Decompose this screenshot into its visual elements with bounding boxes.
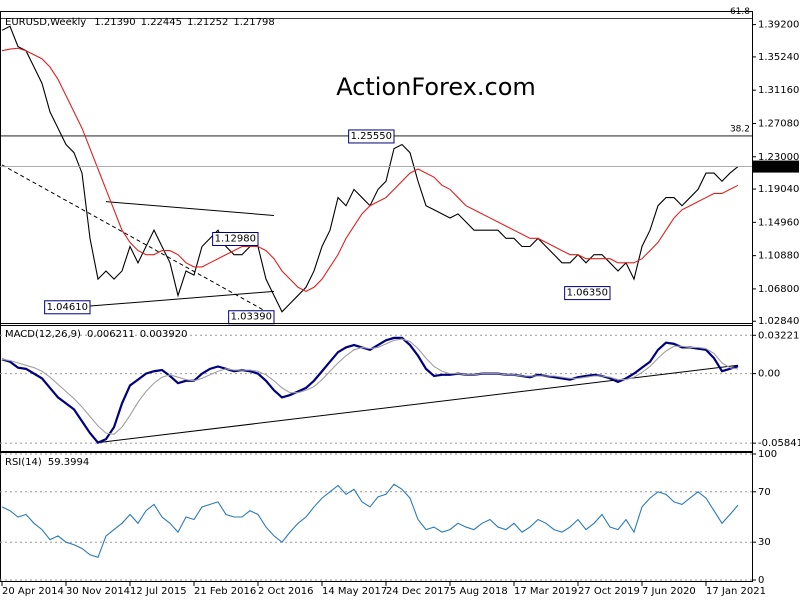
panel-frame [0, 451, 753, 582]
x-tick-label: 2 Oct 2016 [258, 586, 313, 597]
y-tick-label: 1.02840 [758, 316, 799, 327]
watermark: ActionForex.com [336, 73, 536, 101]
y-tick-label: 70 [758, 487, 771, 498]
trendline [105, 201, 275, 216]
ohlc-value: 1.22445 [141, 17, 182, 28]
y-tick-label: 1.10880 [758, 251, 799, 262]
x-tick-label: 12 Jul 2015 [130, 586, 187, 597]
x-tick-label: 24 Dec 2017 [386, 586, 450, 597]
y-tick-label: 1.23000 [758, 152, 799, 163]
price-annotation: 1.03390 [231, 312, 272, 323]
x-tick-label: 30 Nov 2014 [66, 586, 130, 597]
y-tick-label: 0.032215 [758, 330, 800, 341]
y-tick-label: 1.14960 [758, 217, 799, 228]
indicator-value: 0.006211 [87, 329, 135, 340]
current-price-tag [753, 160, 799, 173]
ohlc-value: 1.21252 [187, 17, 228, 28]
y-tick-label: 0.00 [758, 369, 780, 380]
y-tick-label: 30 [758, 537, 771, 548]
panel-title: RSI(14) [5, 457, 42, 468]
panel-title: MACD(12,26,9) [5, 329, 81, 340]
x-tick-label: 20 Apr 2014 [2, 586, 64, 597]
indicator-value: 59.3994 [48, 457, 89, 468]
panel-title: EURUSD,Weekly [5, 17, 86, 28]
y-tick-label: 1.27080 [758, 118, 799, 129]
series-line [1, 47, 739, 292]
series-line [1, 336, 739, 445]
y-tick-label: 1.35240 [758, 52, 799, 63]
x-tick-label: 7 Jun 2020 [642, 586, 696, 597]
x-tick-label: 27 Oct 2019 [578, 586, 640, 597]
ohlc-value: 1.21390 [94, 17, 135, 28]
indicator-value: 0.003920 [140, 329, 188, 340]
y-tick-label: 0 [758, 575, 764, 586]
y-tick-label: 1.19040 [758, 184, 799, 195]
price-annotation: 1.04610 [47, 302, 88, 313]
x-tick-label: 5 Aug 2018 [450, 586, 508, 597]
x-tick-label: 21 Feb 2016 [194, 586, 256, 597]
ohlc-value: 1.21798 [233, 17, 274, 28]
y-tick-label: 100 [758, 449, 777, 460]
y-tick-label: 1.06800 [758, 284, 799, 295]
panel-frame [0, 323, 753, 453]
y-tick-label: -0.058413 [758, 438, 800, 449]
trendline [1, 164, 275, 317]
annotation-box [348, 129, 395, 144]
annotation-box [44, 300, 91, 315]
annotation-box [564, 286, 611, 301]
series-line [1, 483, 739, 559]
price-annotation: 1.12980 [215, 234, 256, 245]
level-label: 38.2 [730, 124, 750, 134]
trendline [89, 290, 275, 307]
current-price-label: 1.21798 [756, 162, 797, 173]
x-tick-label: 14 May 2017 [322, 586, 387, 597]
y-tick-label: 1.31160 [758, 85, 799, 96]
annotation-box [212, 232, 259, 247]
price-annotation: 1.06350 [567, 288, 608, 299]
panel-frame [0, 11, 753, 326]
series-line [1, 338, 739, 435]
level-label: 61.8 [730, 7, 750, 17]
x-tick-label: 17 Jan 2021 [706, 586, 766, 597]
x-tick-label: 17 Mar 2019 [514, 586, 577, 597]
y-tick-label: 1.39200 [758, 20, 799, 31]
price-annotation: 1.25550 [351, 131, 392, 142]
